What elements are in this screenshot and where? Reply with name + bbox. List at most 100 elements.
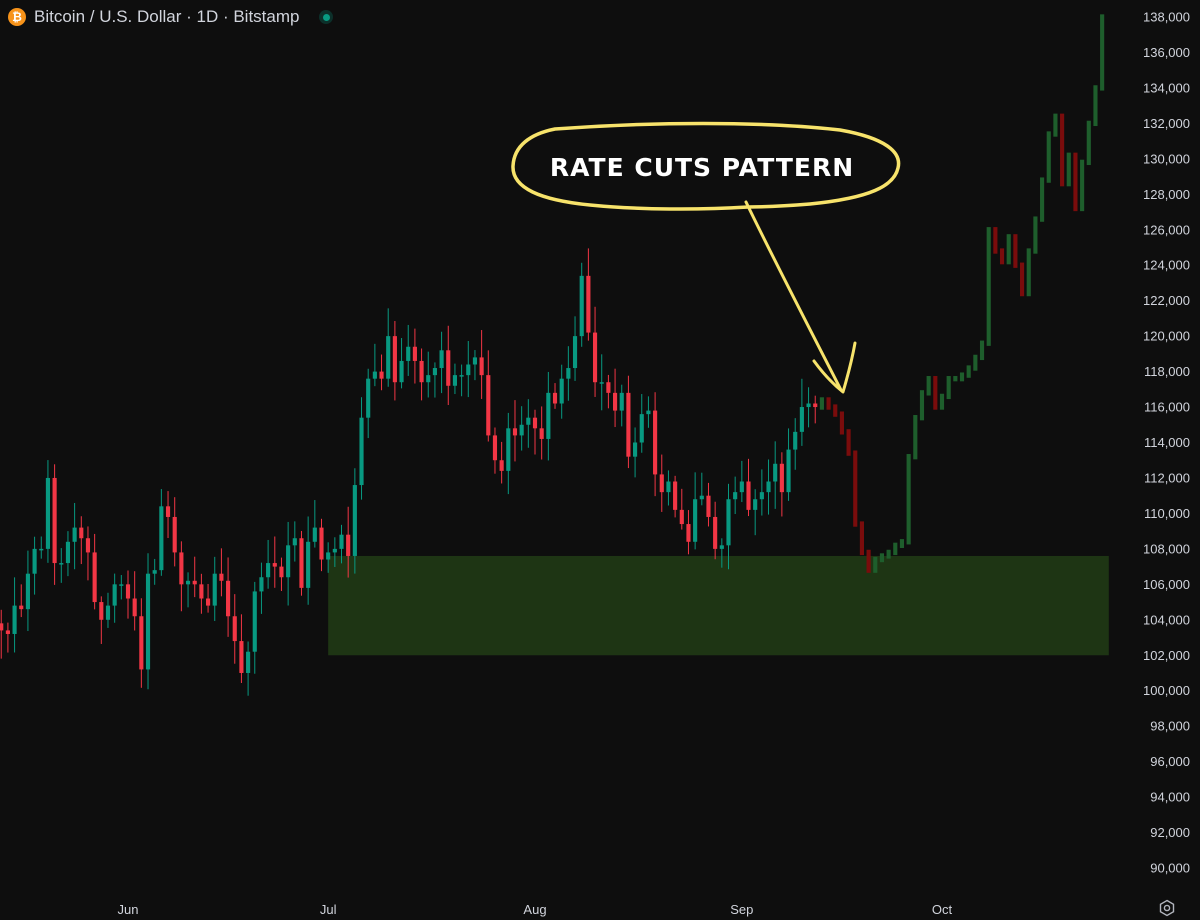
projected-candle [1033,216,1038,254]
y-tick-label: 108,000 [1143,541,1190,556]
callout-arrow-icon [744,200,843,392]
x-tick-label: Oct [932,902,953,917]
projected-candle [826,397,831,410]
candle [172,497,177,567]
candle [579,262,584,347]
projected-candle [913,415,918,460]
gear-icon[interactable] [1158,899,1176,917]
y-tick-label: 114,000 [1144,435,1190,450]
projected-candle [1066,152,1071,187]
candle [332,537,337,567]
candle [653,392,658,497]
projected-candle [966,365,971,378]
price-axis[interactable]: 90,000 92,000 94,000 96,000 98,000 100,000 102… [1143,10,1190,876]
y-tick-label: 116,000 [1144,400,1190,415]
candle [326,542,331,573]
candle [372,343,377,387]
candle [399,338,404,389]
y-tick-label: 92,000 [1150,825,1190,840]
projected-candle [939,393,945,410]
candle [319,518,324,572]
candle [452,363,458,395]
candle [306,516,311,605]
candle [619,384,624,427]
y-tick-label: 90,000 [1150,861,1190,876]
candle [539,406,544,460]
candle [666,470,671,506]
candle [185,572,191,608]
candle [499,441,504,484]
projected-candle [1073,152,1078,212]
candle [426,351,431,398]
candle [759,469,764,516]
projected-candle [1006,234,1011,265]
candle [139,598,144,688]
candle [813,395,818,424]
y-tick-label: 126,000 [1143,222,1190,237]
y-tick-label: 132,000 [1143,116,1190,131]
candle [339,524,344,564]
candle [0,609,4,659]
projected-candle [999,248,1005,265]
candle [179,541,184,612]
projected-candle [1019,262,1025,297]
projected-candle [899,539,905,548]
y-tick-label: 96,000 [1150,754,1190,769]
projected-candle [1080,159,1085,212]
projected-candle [986,227,991,346]
rate-cuts-callout: RATE CUTS PATTERN [511,121,901,394]
candle [479,330,484,399]
projected-candle [919,390,925,421]
candle [219,548,224,597]
projected-candle [926,376,931,396]
projected-candle [1040,177,1045,222]
projected-candle [1046,131,1051,183]
candle [626,375,631,469]
candle [279,557,284,591]
candle [132,571,137,631]
bitcoin-icon[interactable]: ₿ [8,8,26,26]
candle [726,483,731,570]
candle [679,488,684,530]
x-tick-label: Aug [523,902,546,917]
candle [392,321,397,401]
y-tick-label: 106,000 [1143,577,1190,592]
candle [125,570,131,619]
candle [85,526,91,581]
candle [713,501,718,560]
y-tick-label: 122,000 [1143,293,1190,308]
candle [39,536,44,559]
x-tick-label: Sep [730,902,753,917]
candle [145,553,151,690]
projected-candle [933,376,938,410]
projected-candle [839,411,844,435]
candle [719,538,724,568]
projected-candle [846,429,851,456]
time-axis[interactable]: Jun Jul Aug Sep Oct [118,902,953,917]
candle [226,557,231,637]
support-zone [328,555,1109,656]
projected-candle [833,404,838,417]
y-tick-label: 104,000 [1143,612,1190,627]
y-tick-label: 98,000 [1150,719,1190,734]
candle [806,387,811,428]
candle [312,500,317,548]
support-zone-layer [328,555,1109,656]
candle [205,583,211,613]
projected-candle [893,542,898,556]
projected-candle [953,376,958,382]
candle [299,530,304,596]
candle [192,556,197,598]
symbol-title[interactable]: Bitcoin / U.S. Dollar · 1D · Bitstamp [34,7,300,26]
candle [586,248,591,341]
candle [492,427,498,474]
candle [92,533,97,610]
candle [633,427,638,478]
y-tick-label: 112,000 [1144,470,1190,485]
candle [346,506,351,578]
candle [432,362,437,398]
candle [112,573,117,623]
candle [439,331,444,394]
candle [239,614,244,684]
